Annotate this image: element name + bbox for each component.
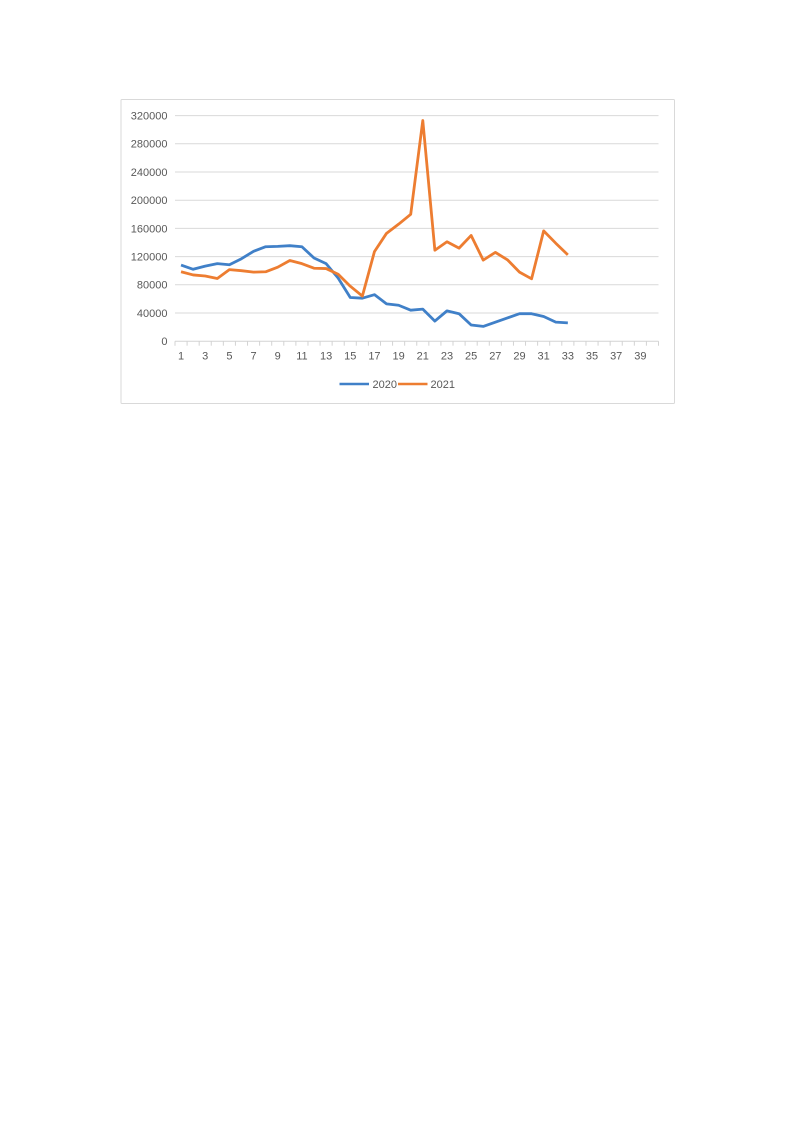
svg-text:80000: 80000 [137, 280, 168, 292]
svg-text:9: 9 [275, 351, 281, 363]
svg-text:17: 17 [368, 351, 380, 363]
svg-text:19: 19 [392, 351, 404, 363]
svg-text:3: 3 [202, 351, 208, 363]
svg-text:27: 27 [489, 351, 501, 363]
svg-text:37: 37 [610, 351, 622, 363]
svg-text:120000: 120000 [131, 252, 168, 264]
svg-text:13: 13 [320, 351, 332, 363]
svg-text:40000: 40000 [137, 308, 168, 320]
svg-text:29: 29 [513, 351, 525, 363]
svg-text:1: 1 [178, 351, 184, 363]
svg-text:160000: 160000 [131, 223, 168, 235]
svg-text:15: 15 [344, 351, 356, 363]
svg-text:23: 23 [441, 351, 453, 363]
svg-text:2021: 2021 [431, 379, 455, 391]
svg-text:320000: 320000 [131, 111, 168, 123]
svg-text:240000: 240000 [131, 167, 168, 179]
svg-text:31: 31 [538, 351, 550, 363]
svg-text:25: 25 [465, 351, 477, 363]
svg-text:11: 11 [296, 351, 307, 363]
svg-text:200000: 200000 [131, 195, 168, 207]
svg-text:33: 33 [562, 351, 574, 363]
svg-text:280000: 280000 [131, 139, 168, 151]
svg-text:5: 5 [226, 351, 232, 363]
svg-text:21: 21 [417, 351, 429, 363]
svg-text:39: 39 [634, 351, 646, 363]
svg-text:2020: 2020 [373, 379, 397, 391]
svg-text:0: 0 [161, 336, 167, 348]
svg-text:7: 7 [251, 351, 257, 363]
svg-text:35: 35 [586, 351, 598, 363]
